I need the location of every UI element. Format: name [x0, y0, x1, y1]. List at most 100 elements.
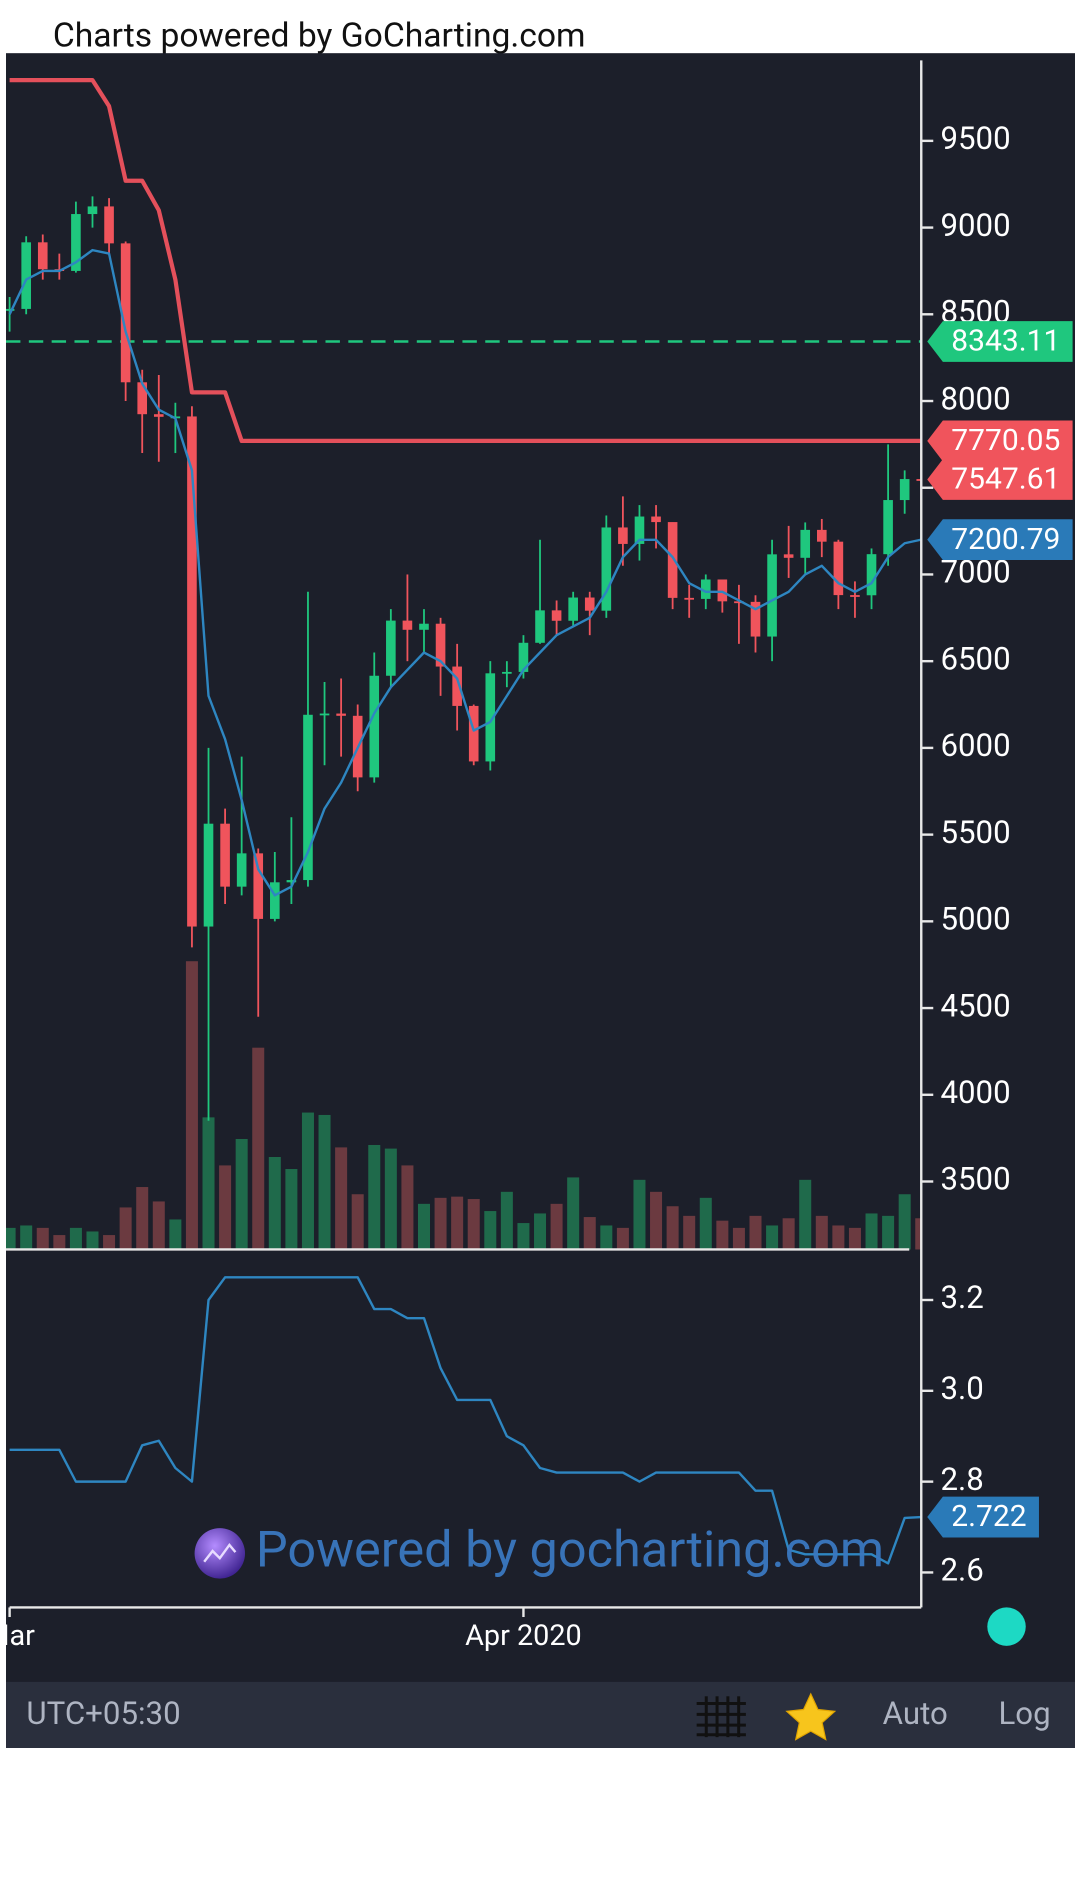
- timezone[interactable]: UTC+05:30: [26, 1695, 180, 1732]
- volume-bar: [782, 1218, 795, 1250]
- candle-body: [104, 206, 114, 244]
- y2-tick-label: 3.0: [940, 1370, 983, 1407]
- candle-body: [568, 597, 578, 621]
- volume-bar: [401, 1165, 414, 1250]
- volume-bar: [268, 1156, 281, 1250]
- volume-bar: [235, 1138, 248, 1250]
- candle-body: [419, 623, 429, 630]
- volume-bar: [865, 1213, 878, 1250]
- volume-bar: [219, 1165, 232, 1250]
- candle-body: [518, 642, 529, 672]
- candle-body: [850, 595, 860, 597]
- candle-body: [120, 243, 131, 383]
- volume-bar: [136, 1187, 149, 1250]
- candle-body: [435, 623, 446, 667]
- x-axis-labels: Mar Apr 2020: [6, 1619, 582, 1653]
- auto-button[interactable]: Auto: [883, 1695, 948, 1732]
- watermark-logo-mark: [203, 1543, 237, 1563]
- value-tag-label: 2.722: [951, 1499, 1026, 1534]
- value-tag: [927, 519, 1073, 561]
- volume-bar: [848, 1227, 861, 1250]
- volume-bar: [583, 1217, 596, 1250]
- volume-bar: [815, 1215, 828, 1250]
- volume-bar: [351, 1194, 364, 1250]
- volume-bar: [335, 1147, 348, 1250]
- y-tick-label: 5500: [940, 814, 1010, 851]
- candle-body: [535, 610, 545, 643]
- candle-body: [916, 479, 922, 481]
- volume-bar: [119, 1207, 132, 1250]
- volume-bar: [368, 1144, 381, 1250]
- y-tick-label: 4000: [940, 1074, 1010, 1111]
- volume-bar: [434, 1197, 447, 1250]
- candle-body: [551, 610, 562, 621]
- candle-body: [750, 601, 761, 637]
- candle-body: [684, 597, 695, 600]
- volume-bar: [666, 1206, 679, 1250]
- candle-body: [319, 713, 330, 716]
- volume-bar: [169, 1219, 182, 1250]
- value-tag: [927, 1496, 1039, 1538]
- volume-bar: [567, 1177, 580, 1250]
- candle-body: [452, 666, 462, 706]
- candle-body: [137, 382, 148, 415]
- y-tick-label: 9500: [940, 120, 1010, 157]
- volume-bar: [832, 1225, 845, 1250]
- volume-bar: [898, 1194, 911, 1250]
- status-dot[interactable]: [987, 1607, 1026, 1646]
- y-tick-label: 9000: [940, 207, 1010, 244]
- value-tag-label: 7547.61: [951, 462, 1060, 497]
- volume-bar: [467, 1199, 480, 1250]
- volume-bar: [616, 1227, 629, 1250]
- candle-body: [816, 529, 827, 542]
- y-tick-label: 8000: [940, 380, 1010, 417]
- watermark-logo: [194, 1528, 246, 1579]
- y-tick-label: 4500: [940, 987, 1010, 1024]
- candle-body: [303, 714, 313, 881]
- favorite-icon[interactable]: [785, 1692, 837, 1741]
- candle-body: [386, 620, 396, 676]
- candle-body: [187, 416, 197, 927]
- log-button[interactable]: Log: [998, 1695, 1050, 1732]
- candle-body: [6, 308, 15, 311]
- volume-bar: [732, 1227, 745, 1250]
- y-tick-label: 6000: [940, 727, 1010, 764]
- candle-body: [485, 673, 496, 762]
- candle-body: [866, 554, 877, 596]
- volume-bar: [716, 1220, 729, 1250]
- volume-layer: [6, 961, 922, 1250]
- indicator-layer: [9, 1276, 922, 1565]
- candle-body: [236, 853, 247, 887]
- volume-bar: [36, 1227, 49, 1250]
- volume-bar: [417, 1203, 430, 1250]
- x-tick-label: Apr 2020: [465, 1619, 582, 1653]
- candle-body: [717, 579, 728, 602]
- chart-title: Charts powered by GoCharting.com: [53, 16, 586, 55]
- candle-body: [584, 597, 595, 611]
- value-tag-label: 7770.05: [951, 423, 1060, 458]
- volume-bar: [451, 1196, 464, 1250]
- volume-bar: [550, 1203, 563, 1250]
- y2-tick-label: 2.6: [940, 1552, 983, 1589]
- volume-bar: [799, 1179, 812, 1250]
- candle-body: [336, 713, 346, 716]
- grid-toggle-icon[interactable]: [696, 1696, 746, 1738]
- value-tag: [927, 459, 1073, 500]
- volume-bar: [915, 1218, 922, 1250]
- candle-body: [468, 705, 479, 762]
- volume-bar: [152, 1201, 165, 1250]
- volume-bar: [252, 1047, 265, 1250]
- y-tick-label: 6500: [940, 640, 1010, 677]
- price-layer: [6, 78, 922, 1121]
- candle-body: [667, 522, 678, 598]
- volume-bar: [185, 961, 198, 1250]
- candle-body: [618, 527, 628, 544]
- y-tick-label: 5000: [940, 901, 1010, 938]
- candle-body: [700, 579, 711, 599]
- volume-bar: [6, 1227, 16, 1250]
- candle-body: [833, 541, 844, 596]
- volume-bar: [766, 1225, 779, 1250]
- y-tick-label: 3500: [940, 1161, 1010, 1198]
- candle-body: [767, 554, 777, 637]
